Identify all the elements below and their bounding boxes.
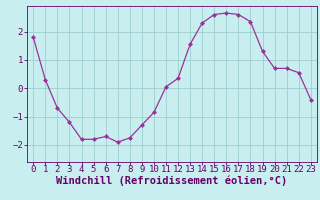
X-axis label: Windchill (Refroidissement éolien,°C): Windchill (Refroidissement éolien,°C) — [56, 175, 288, 186]
